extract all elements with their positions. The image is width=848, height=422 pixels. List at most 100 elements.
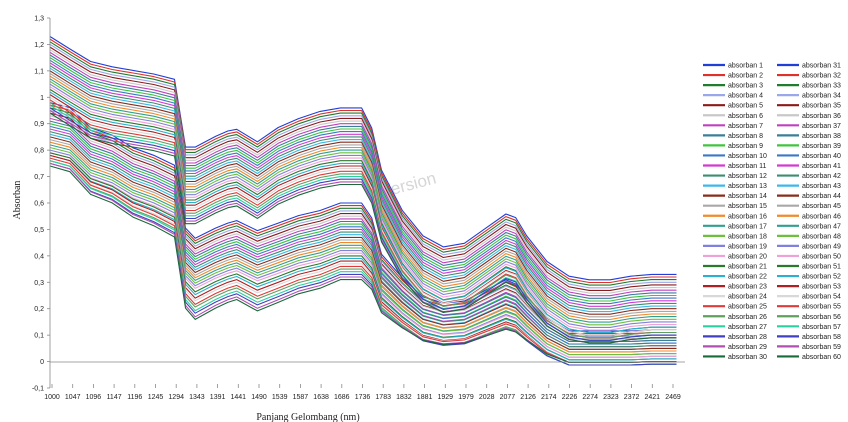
x-tick-label: 1638	[313, 394, 329, 401]
x-tick-label: 2421	[645, 394, 661, 401]
legend-label: absorban 59	[802, 344, 841, 351]
y-tick-label: 1,3	[34, 16, 44, 23]
series-line	[49, 51, 677, 297]
legend-label: absorban 1	[728, 63, 763, 70]
legend-label: absorban 44	[802, 193, 841, 200]
series-line	[49, 73, 677, 318]
series-line	[49, 62, 677, 307]
x-tick-label: 1929	[438, 394, 454, 401]
x-tick-label: 1783	[375, 394, 391, 401]
legend-label: absorban 6	[728, 113, 763, 120]
y-tick-label: 0,9	[34, 121, 44, 128]
legend-label: absorban 38	[802, 133, 841, 140]
legend-label: absorban 36	[802, 113, 841, 120]
series-line	[49, 154, 677, 361]
legend-label: absorban 37	[802, 123, 841, 130]
legend-label: absorban 8	[728, 133, 763, 140]
series-line	[49, 125, 677, 345]
legend-label: absorban 31	[802, 63, 841, 70]
legend-label: absorban 58	[802, 334, 841, 341]
legend-label: absorban 11	[728, 163, 767, 170]
series-line	[49, 107, 677, 341]
legend-label: absorban 15	[728, 203, 767, 210]
y-tick-label: 1,1	[34, 68, 44, 75]
legend-label: absorban 28	[728, 334, 767, 341]
x-tick-label: 1587	[293, 394, 309, 401]
series-line	[49, 78, 677, 323]
series-line	[49, 36, 677, 281]
legend-label: absorban 2	[728, 73, 763, 80]
legend-label: absorban 25	[728, 304, 767, 311]
y-tick-label: 0,1	[34, 333, 44, 340]
x-tick-label: 1881	[417, 394, 433, 401]
legend-label: absorban 57	[802, 324, 841, 331]
x-tick-label: 2174	[541, 394, 557, 401]
legend-label: absorban 56	[802, 314, 841, 321]
legend-label: absorban 17	[728, 223, 767, 230]
legend-label: absorban 48	[802, 233, 841, 240]
y-tick-label: 0,6	[34, 201, 44, 208]
x-axis-ticks: 1000 1047 1096 1147 1196 1245 1294 1343 1391 1441…	[44, 384, 681, 401]
x-tick-label: 1832	[396, 394, 412, 401]
series-line	[49, 136, 677, 350]
y-tick-label: 0,2	[34, 306, 44, 313]
legend-label: absorban 21	[728, 264, 767, 271]
y-tick-label: 0,3	[34, 280, 44, 287]
y-tick-label: 0,8	[34, 148, 44, 155]
y-tick-label: 0,4	[34, 253, 44, 260]
legend-label: absorban 3	[728, 83, 763, 90]
legend-label: absorban 4	[728, 93, 763, 100]
x-tick-label: 1000	[44, 394, 60, 401]
legend-label: absorban 51	[802, 264, 841, 271]
x-tick-label: 1047	[65, 394, 81, 401]
y-axis-title: Absorban	[12, 181, 23, 220]
legend-label: absorban 34	[802, 93, 841, 100]
x-tick-label: 1147	[107, 394, 122, 401]
series-line	[49, 91, 677, 334]
y-axis-ticks: -0,1 0 0,1 0,2 0,3 0,4 0,5 0,6 0,7 0,8 0,9 1 1,1 1,2 1…	[32, 16, 50, 393]
series-line	[49, 59, 677, 305]
x-tick-label: 1736	[355, 394, 371, 401]
series-line	[49, 152, 677, 358]
legend-label: absorban 13	[728, 183, 767, 190]
series-line	[49, 57, 677, 302]
legend-label: absorban 23	[728, 284, 767, 291]
legend-label: absorban 45	[802, 203, 841, 210]
series-line	[49, 67, 677, 313]
x-tick-label: 1294	[168, 394, 184, 401]
legend-label: absorban 43	[802, 183, 841, 190]
legend-label: absorban 32	[802, 73, 841, 80]
legend-label: absorban 14	[728, 193, 767, 200]
series-line	[49, 80, 677, 326]
legend-label: absorban 50	[802, 253, 841, 260]
series-line	[49, 75, 677, 321]
legend-label: absorban 26	[728, 314, 767, 321]
legend-label: absorban 35	[802, 103, 841, 110]
y-tick-label: -0,1	[32, 386, 44, 393]
series-line	[49, 102, 677, 339]
legend-label: absorban 20	[728, 253, 767, 260]
legend-label: absorban 27	[728, 324, 767, 331]
legend-label: absorban 46	[802, 213, 841, 220]
legend-label: absorban 54	[802, 294, 841, 301]
series-line	[49, 165, 677, 363]
series-line	[49, 146, 677, 356]
y-tick-label: 1,2	[34, 42, 44, 49]
series-lines	[49, 36, 677, 366]
series-line	[49, 83, 677, 328]
legend-label: absorban 19	[728, 243, 767, 250]
series-line	[49, 112, 677, 344]
series-line	[49, 41, 677, 286]
legend-label: absorban 42	[802, 173, 841, 180]
y-tick-label: 0	[40, 359, 44, 366]
series-line	[49, 54, 677, 299]
legend-label: absorban 52	[802, 274, 841, 281]
x-tick-label: 1196	[127, 394, 142, 401]
legend-label: absorban 55	[802, 304, 841, 311]
legend-label: absorban 39	[802, 143, 841, 150]
x-tick-label: 1490	[251, 394, 267, 401]
legend-label: absorban 22	[728, 274, 767, 281]
series-line	[49, 46, 677, 291]
legend: absorban 1 absorban 2 absorban 3 absorban 4…	[703, 63, 841, 361]
